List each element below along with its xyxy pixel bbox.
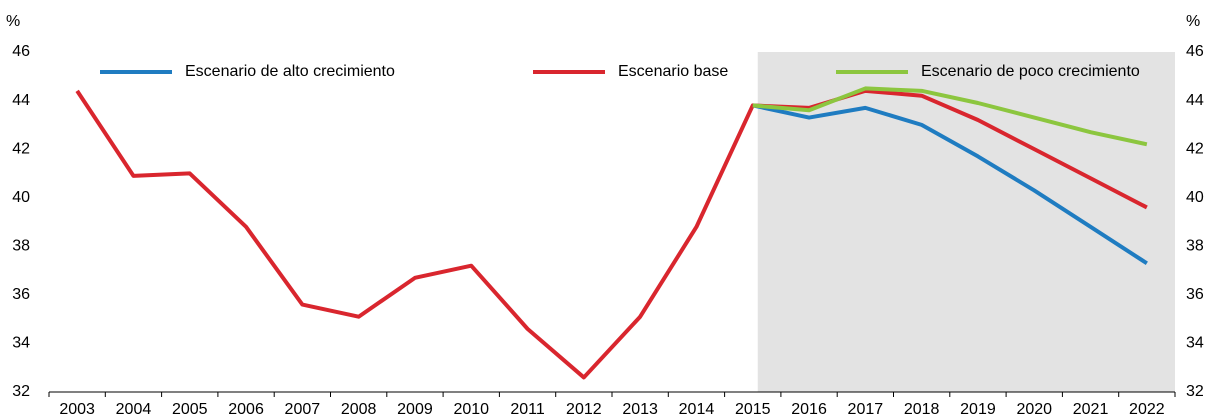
series-line (752, 103, 1148, 265)
y-tick-label-right: 38 (1186, 238, 1204, 255)
x-tick-label: 2016 (791, 401, 827, 418)
x-tick-label: 2015 (735, 401, 771, 418)
x-tick-label: 2021 (1073, 401, 1109, 418)
x-tick-label: 2008 (341, 401, 377, 418)
y-tick-label: 38 (12, 238, 30, 255)
x-tick-label: 2004 (116, 401, 152, 418)
x-tick-label: 2018 (904, 401, 940, 418)
y-tick-label: 42 (12, 140, 30, 157)
y-tick-label-right: 40 (1186, 189, 1204, 206)
legend-label: Escenario base (618, 63, 728, 80)
x-tick-label: 2020 (1016, 401, 1052, 418)
y-tick-label-right: 44 (1186, 92, 1204, 109)
y-tick-label: 34 (12, 335, 30, 352)
x-tick-label: 2019 (960, 401, 996, 418)
x-tick-label: 2012 (566, 401, 602, 418)
y-tick-label: 32 (12, 383, 30, 400)
x-tick-label: 2017 (848, 401, 884, 418)
y-tick-label: 46 (12, 43, 30, 60)
projection-shade (757, 52, 1175, 392)
y-tick-label-right: 36 (1186, 286, 1204, 303)
series-line (752, 86, 1148, 147)
x-tick-label: 2007 (285, 401, 321, 418)
x-tick-label: 2010 (453, 401, 489, 418)
series-line (75, 88, 1148, 380)
x-tick-label: 2005 (172, 401, 208, 418)
x-tick-label: 2006 (228, 401, 264, 418)
y-tick-label: 36 (12, 286, 30, 303)
y-tick-label-right: 42 (1186, 140, 1204, 157)
x-tick-label: 2014 (679, 401, 715, 418)
x-tick-label: 2011 (510, 401, 545, 418)
y-tick-label-right: 32 (1186, 383, 1204, 400)
y-unit-right: % (1186, 13, 1200, 30)
y-tick-label: 40 (12, 189, 30, 206)
y-tick-label-right: 34 (1186, 335, 1204, 352)
legend-label: Escenario de poco crecimiento (921, 63, 1140, 80)
legend-label: Escenario de alto crecimiento (185, 63, 395, 80)
x-tick-label: 2022 (1129, 401, 1165, 418)
y-tick-label: 44 (12, 92, 30, 109)
y-tick-label-right: 46 (1186, 43, 1204, 60)
x-tick-label: 2013 (622, 401, 658, 418)
y-unit-left: % (6, 13, 20, 30)
x-tick-label: 2003 (59, 401, 95, 418)
x-tick-label: 2009 (397, 401, 433, 418)
